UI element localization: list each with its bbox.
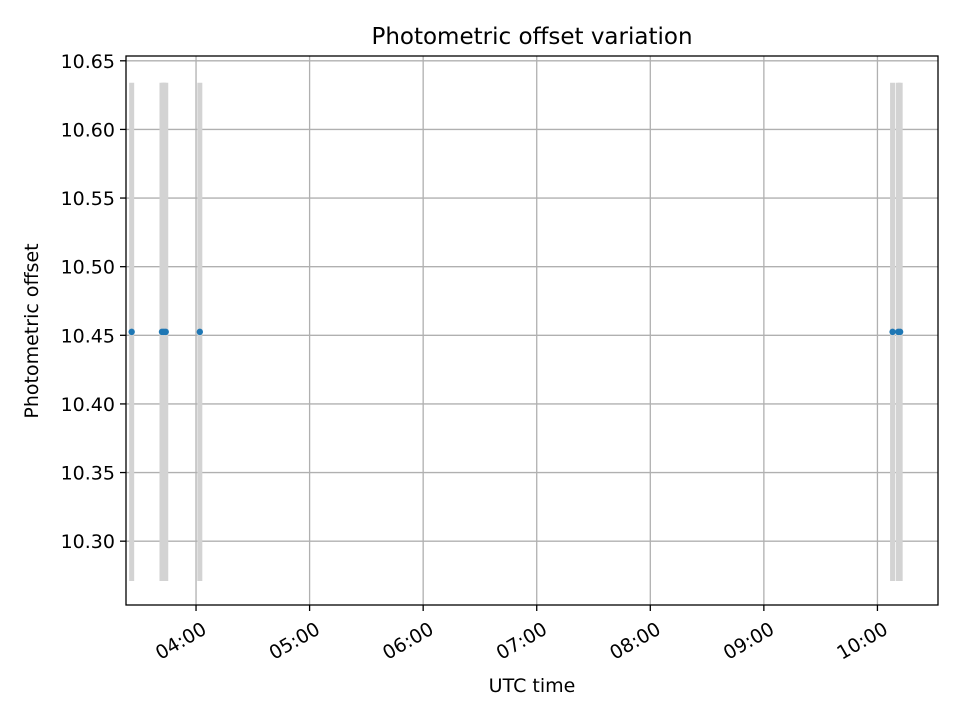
y-tick-label: 10.65 xyxy=(61,51,115,73)
y-tick-label: 10.30 xyxy=(61,531,115,553)
plot-frame xyxy=(125,55,939,606)
data-point xyxy=(896,328,904,336)
data-point xyxy=(196,328,204,336)
plot-area xyxy=(126,56,938,605)
data-points xyxy=(128,328,904,336)
y-tick-label: 10.45 xyxy=(61,325,115,347)
y-axis-label: Photometric offset xyxy=(21,243,43,418)
y-tick-label: 10.50 xyxy=(61,257,115,279)
data-point xyxy=(128,328,135,336)
y-tick-label: 10.40 xyxy=(61,394,115,416)
data-point xyxy=(889,328,896,336)
y-tick-label: 10.35 xyxy=(61,463,115,485)
y-tick-label: 10.60 xyxy=(61,119,115,141)
data-point xyxy=(162,328,169,336)
x-axis-label: UTC time xyxy=(489,675,576,697)
chart-title: Photometric offset variation xyxy=(371,24,692,50)
grid xyxy=(126,56,938,605)
y-tick-label: 10.55 xyxy=(61,188,115,210)
